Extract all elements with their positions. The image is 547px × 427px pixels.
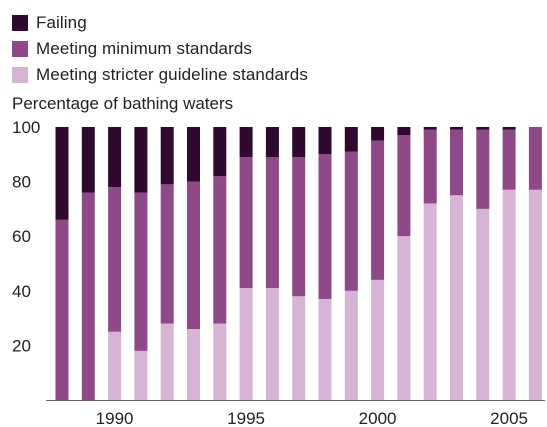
bar-segment — [476, 129, 490, 209]
bar-segment — [265, 288, 279, 400]
x-tick-label: 2000 — [359, 409, 397, 427]
bar-segment — [476, 208, 490, 400]
legend-item-failing: Failing — [12, 10, 308, 36]
bar-segment — [344, 151, 358, 291]
legend-swatch-failing — [12, 15, 28, 31]
bar-segment — [292, 127, 306, 158]
bar-segment — [450, 195, 463, 400]
legend: Failing Meeting minimum standards Meetin… — [12, 10, 308, 88]
bar-segment — [397, 127, 411, 136]
bar-segment — [318, 127, 332, 155]
bar-segment — [81, 127, 95, 193]
bar-segment — [239, 127, 253, 158]
legend-swatch-guideline — [12, 67, 28, 83]
bar-segment — [528, 189, 542, 400]
bar-segment — [292, 296, 306, 400]
legend-item-guideline: Meeting stricter guideline standards — [12, 62, 308, 88]
bar-segment — [187, 329, 200, 400]
x-tick-label: 1995 — [227, 409, 265, 427]
bar-segment — [134, 192, 148, 351]
legend-label-minimum: Meeting minimum standards — [36, 39, 253, 58]
bar-segment — [265, 157, 279, 289]
y-tick-label: 20 — [12, 336, 31, 355]
x-tick-label: 2005 — [490, 409, 528, 427]
bar-segment — [187, 181, 200, 330]
bar-segment — [344, 127, 358, 152]
bar-segment — [134, 350, 148, 400]
y-tick-label: 80 — [12, 173, 31, 192]
bar-segment — [239, 288, 253, 400]
bar-segment — [160, 184, 174, 324]
bar-segment — [318, 154, 332, 299]
bar-segment — [450, 127, 463, 130]
bar-segment — [423, 129, 437, 204]
legend-swatch-minimum — [12, 41, 28, 57]
legend-label-failing: Failing — [36, 13, 87, 32]
bar-segment — [502, 127, 516, 130]
bar-segment — [528, 127, 542, 190]
legend-item-minimum: Meeting minimum standards — [12, 36, 308, 62]
y-tick-label: 40 — [12, 282, 31, 301]
bar-segment — [187, 127, 200, 182]
legend-label-guideline: Meeting stricter guideline standards — [36, 65, 308, 84]
bar-segment — [397, 236, 411, 400]
bar-segment — [160, 127, 174, 185]
bar-segment — [423, 203, 437, 400]
bar-segment — [423, 127, 437, 130]
bar-segment — [502, 129, 516, 190]
bar-segment — [108, 127, 122, 188]
bar-segment — [397, 135, 411, 237]
y-axis-title: Percentage of bathing waters — [12, 94, 234, 113]
bar-segment — [213, 127, 227, 177]
bar-segment — [55, 219, 69, 400]
bar-segment — [476, 127, 490, 130]
x-tick-label: 1990 — [96, 409, 134, 427]
bar-segment — [108, 331, 122, 400]
bar-segment — [371, 279, 385, 400]
bar-segment — [160, 323, 174, 400]
bar-segment — [371, 140, 385, 280]
bar-segment — [239, 157, 253, 289]
bar-segment — [213, 323, 227, 400]
bar-segment — [371, 127, 385, 141]
bar-segment — [502, 189, 516, 400]
bar-segment — [81, 192, 95, 400]
bar-segment — [318, 298, 332, 400]
bar-segment — [265, 127, 279, 158]
y-tick-label: 60 — [12, 227, 31, 246]
bar-segment — [213, 176, 227, 324]
bar-segment — [344, 290, 358, 400]
bar-segment — [55, 127, 69, 220]
bar-segment — [108, 187, 122, 332]
bar-segment — [292, 157, 306, 297]
y-tick-label: 100 — [12, 118, 40, 137]
bar-segment — [450, 129, 463, 196]
bar-segment — [134, 127, 148, 193]
